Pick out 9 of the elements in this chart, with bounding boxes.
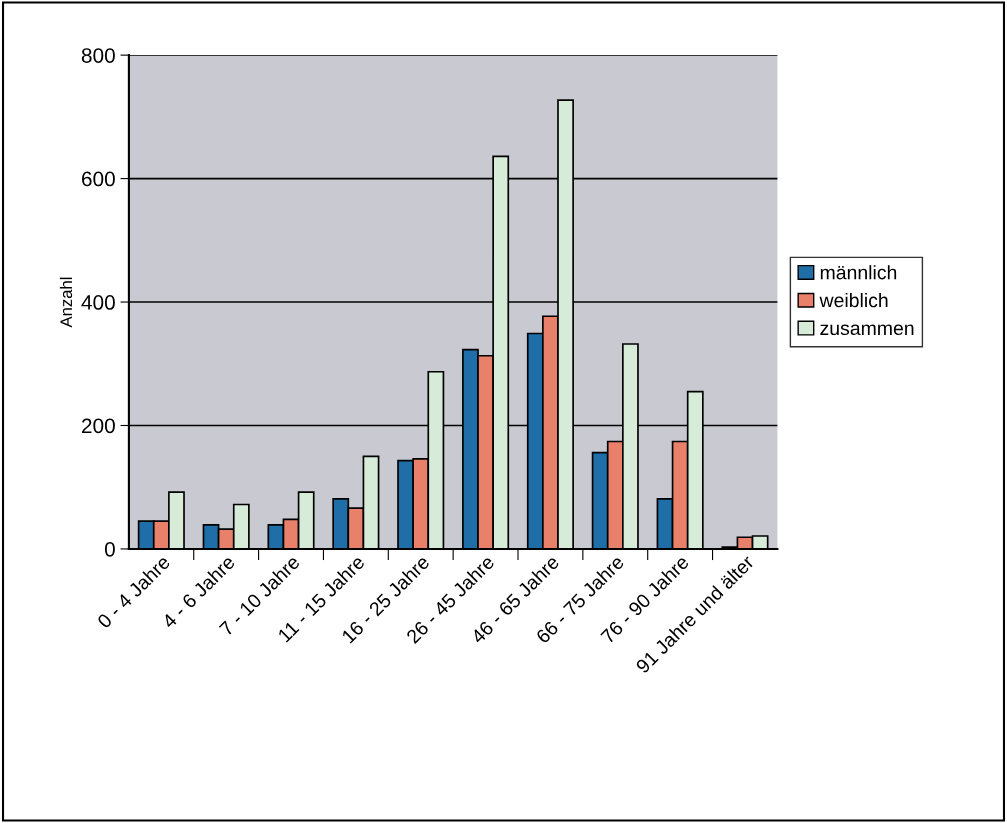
legend-label: männlich	[820, 265, 897, 280]
y-tick-label: 0	[104, 541, 115, 557]
legend-label: zusammen	[820, 324, 914, 336]
y-tick-label: 600	[82, 171, 115, 187]
y-tick-label: 200	[81, 418, 115, 434]
y-tick-label: 800	[81, 48, 115, 63]
y-axis-title: Anzahl	[59, 277, 73, 328]
legend-label: weiblich	[819, 292, 888, 308]
y-tick-label: 400	[81, 295, 115, 310]
